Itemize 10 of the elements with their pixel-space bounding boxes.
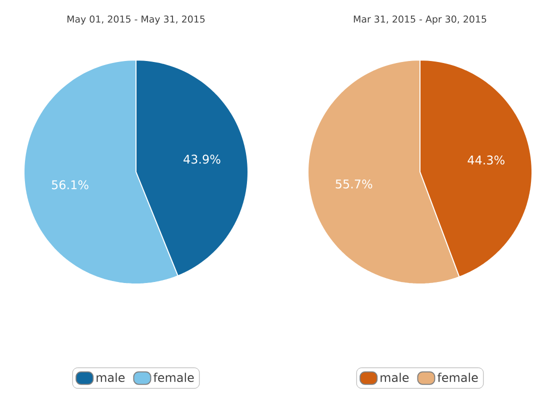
data-label: 56.1% xyxy=(52,180,88,190)
chart-title: May 01, 2015 - May 31, 2015 xyxy=(67,16,205,24)
data-label: 43.9% xyxy=(184,154,220,164)
legend-label: male xyxy=(96,372,125,382)
legend-label: female xyxy=(437,372,478,382)
data-label: 44.3% xyxy=(468,156,504,165)
data-label: 55.7% xyxy=(336,179,372,188)
legend-label: female xyxy=(153,372,194,382)
legend-label: male xyxy=(380,372,409,382)
chart-title: Mar 31, 2015 - Apr 30, 2015 xyxy=(354,16,486,24)
